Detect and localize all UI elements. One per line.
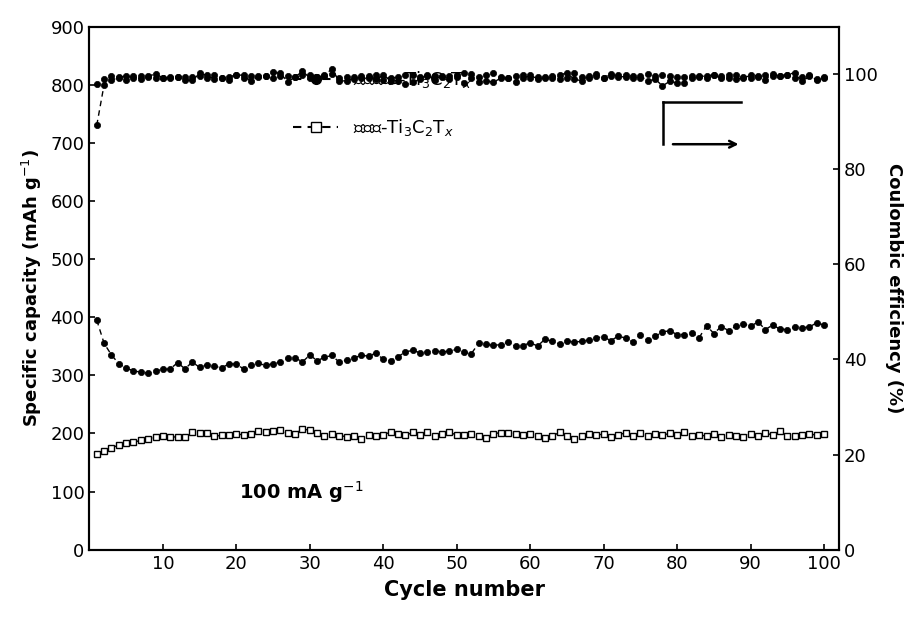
Text: 100 mA g$^{-1}$: 100 mA g$^{-1}$	[240, 479, 364, 505]
Y-axis label: Specific capacity (mAh g$^{-1}$): Specific capacity (mAh g$^{-1}$)	[19, 149, 43, 427]
Legend: 机械化学法-Ti$_3$C$_2$T$_x$, 常规法-Ti$_3$C$_2$T$_x$: 机械化学法-Ti$_3$C$_2$T$_x$, 常规法-Ti$_3$C$_2$T…	[286, 62, 479, 145]
Y-axis label: Coulombic efficiency (%): Coulombic efficiency (%)	[884, 163, 903, 413]
X-axis label: Cycle number: Cycle number	[384, 579, 545, 599]
